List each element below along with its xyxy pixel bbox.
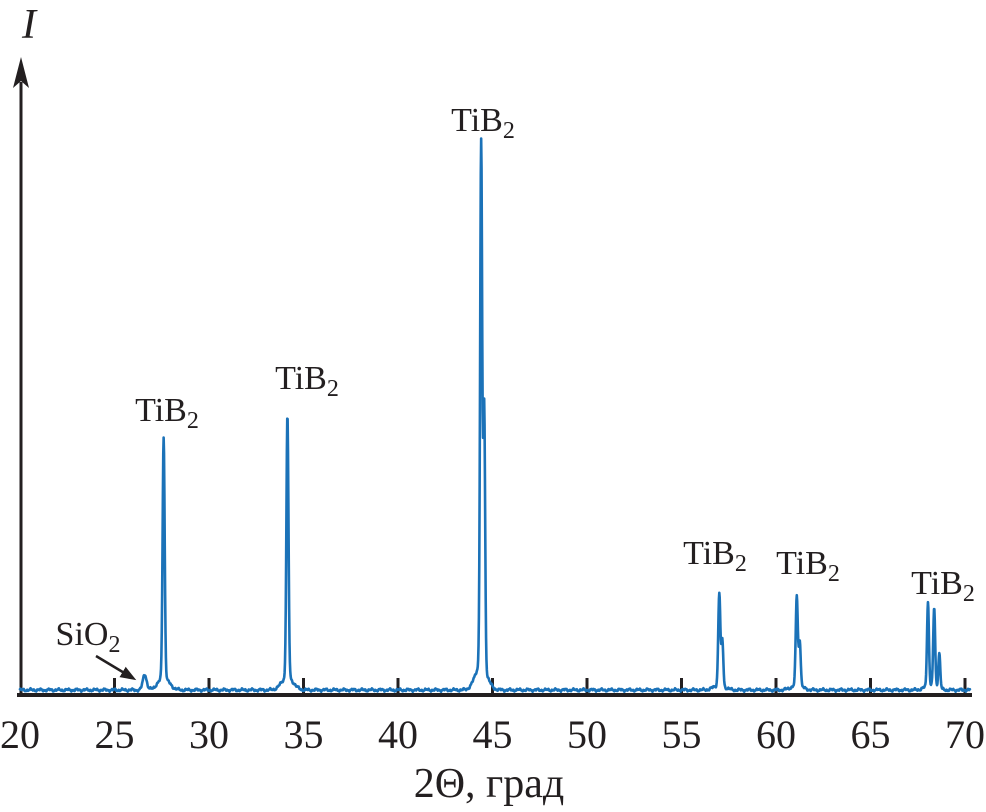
peak-label-tib2: TiB2	[911, 565, 975, 607]
x-tick-label: 50	[567, 712, 607, 757]
peak-label-tib2: TiB2	[776, 545, 840, 587]
peak-label-tib2: TiB2	[451, 102, 515, 144]
x-tick-label: 45	[473, 712, 513, 757]
x-tick-label: 55	[662, 712, 702, 757]
peak-label-tib2: TiB2	[683, 535, 747, 577]
x-tick-label: 65	[851, 712, 891, 757]
x-tick-label: 60	[756, 712, 796, 757]
y-axis-arrowhead-icon	[13, 57, 29, 88]
y-axis-title: I	[21, 2, 38, 48]
x-tick-label: 30	[189, 712, 229, 757]
sio2-annotation-arrow	[95, 654, 137, 681]
x-tick-label: 20	[0, 712, 40, 757]
x-tick-label: 70	[945, 712, 985, 757]
x-tick-label: 25	[95, 712, 135, 757]
x-axis-title: 2Θ, град	[414, 761, 565, 807]
x-tick-label: 40	[378, 712, 418, 757]
diffraction-curve	[18, 137, 972, 694]
peak-label-tib2: TiB2	[135, 392, 199, 434]
plot-area: 20 25 30 35 40 45 50 55 60 65 70 SiO2 TiB2 TiB2 TiB2 Ti…	[0, 57, 985, 757]
peak-label-sio2: SiO2	[56, 616, 121, 658]
x-tick-label: 35	[284, 712, 324, 757]
peak-label-tib2: TiB2	[275, 360, 339, 402]
